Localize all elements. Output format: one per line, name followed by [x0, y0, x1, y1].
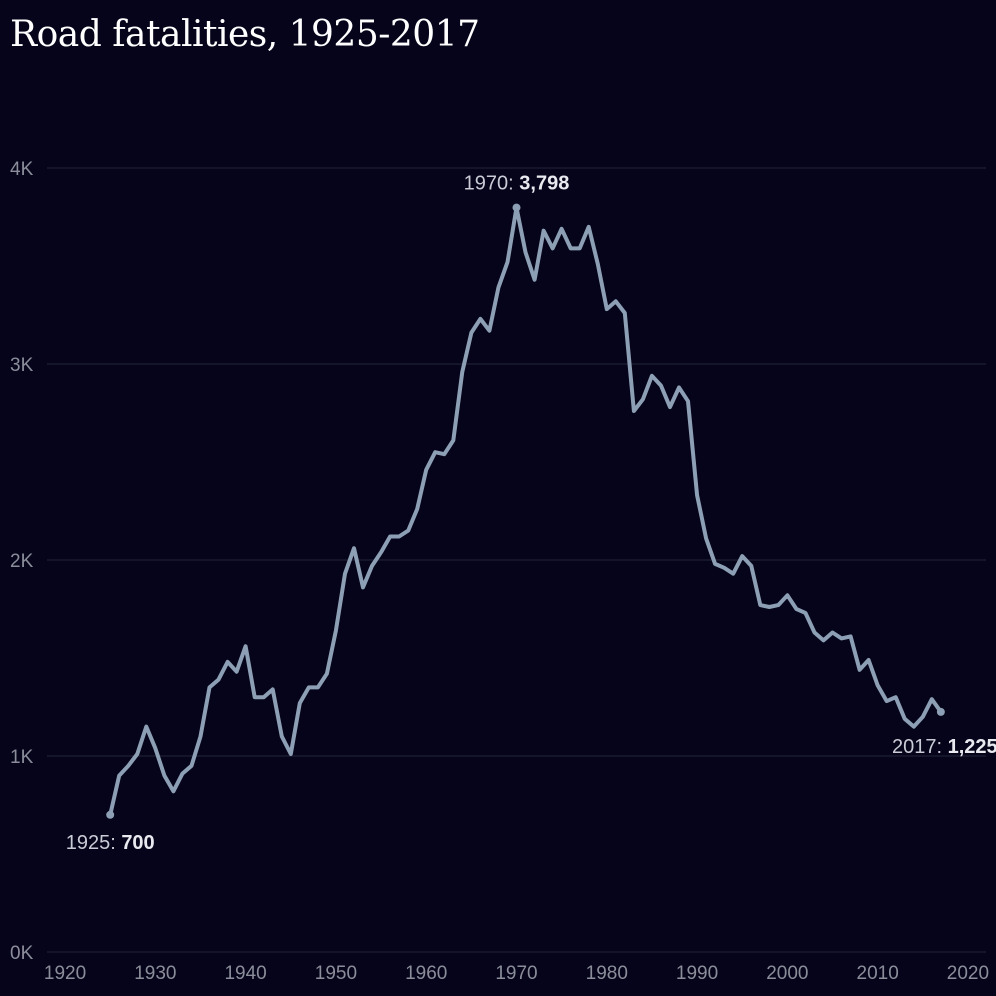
grid — [47, 167, 986, 953]
annotation-label: 2017: — [892, 736, 948, 758]
y-tick-label: 2K — [10, 551, 34, 572]
annotation-point — [936, 707, 945, 716]
annotations: 1925: 700 1970: 3,798 2017: 1,225 — [66, 173, 996, 854]
annotation-text: 2017: 1,225 — [892, 736, 996, 758]
x-axis: 1920 1930 1940 1950 1960 1970 1980 1990 2000 2010… — [44, 963, 989, 984]
annotation-label: 1970: — [464, 173, 520, 195]
annotation-value: 1,225 — [948, 736, 996, 758]
x-tick-label: 1990 — [676, 963, 718, 984]
x-tick-label: 1980 — [586, 963, 628, 984]
x-tick-label: 1970 — [495, 963, 537, 984]
chart-title: Road fatalities, 1925-2017 — [10, 14, 480, 55]
series-group — [108, 205, 943, 817]
y-tick-label: 1K — [10, 747, 34, 768]
annotation-label: 1925: — [66, 832, 122, 854]
annotation-value: 700 — [121, 832, 154, 854]
annotation-point — [106, 810, 115, 819]
x-tick-label: 1920 — [44, 963, 86, 984]
x-tick-label: 2020 — [947, 963, 989, 984]
y-tick-label: 0K — [10, 943, 34, 964]
x-tick-label: 1960 — [405, 963, 447, 984]
x-tick-label: 2010 — [857, 963, 899, 984]
y-tick-label: 4K — [10, 159, 34, 180]
x-tick-label: 1940 — [224, 963, 266, 984]
y-tick-label: 3K — [10, 355, 34, 376]
y-axis: 0K 1K 2K 3K 4K — [10, 159, 34, 964]
annotation-text: 1970: 3,798 — [464, 173, 570, 195]
x-tick-label: 1950 — [315, 963, 357, 984]
series-line — [108, 205, 943, 817]
annotation-text: 1925: 700 — [66, 832, 155, 854]
annotation-value: 3,798 — [519, 173, 569, 195]
x-tick-label: 2000 — [766, 963, 808, 984]
annotation-point — [512, 203, 521, 212]
x-tick-label: 1930 — [134, 963, 176, 984]
